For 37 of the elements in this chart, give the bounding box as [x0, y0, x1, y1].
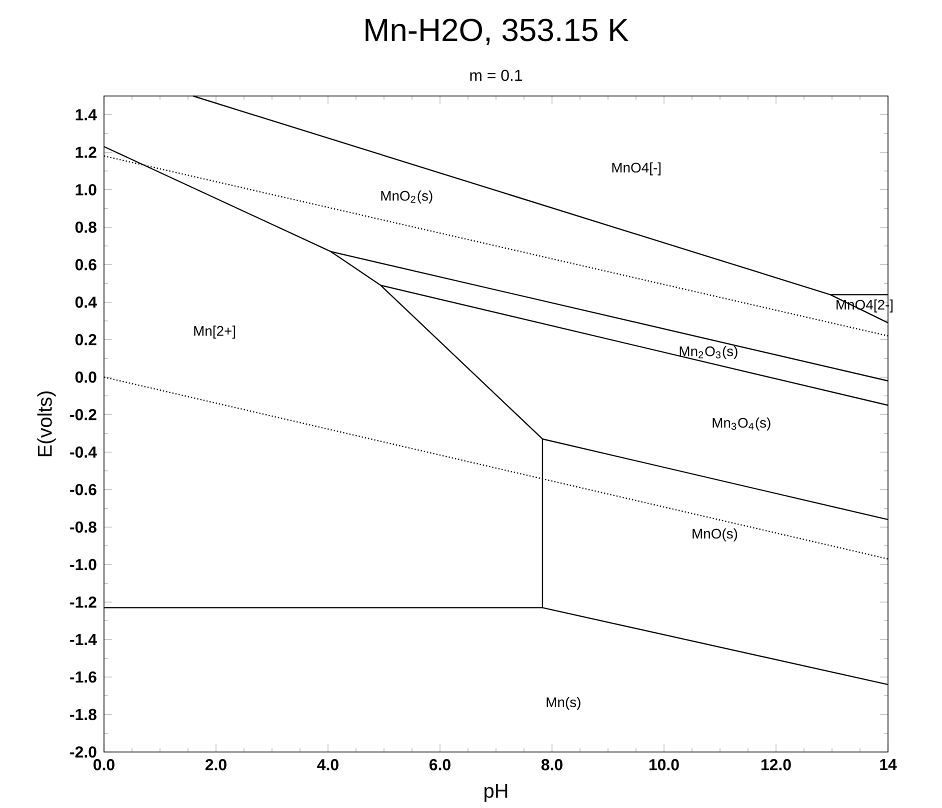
y-tick-label: -1.0 — [70, 558, 96, 570]
x-tick-label: 4.0 — [317, 759, 338, 770]
y-tick-label: 1.0 — [76, 184, 96, 196]
y-tick-label: -0.4 — [70, 446, 97, 458]
chart-title: Mn-H2O, 353.15 K — [366, 18, 628, 46]
y-axis-title: E(volts) — [37, 391, 56, 456]
x-tick-label: 6.0 — [430, 759, 450, 770]
y-tick-label: -1.2 — [70, 596, 96, 608]
x-tick-label: 2.0 — [205, 759, 226, 770]
y-tick-label: -0.2 — [70, 408, 96, 420]
y-tick-label: 0.6 — [75, 259, 96, 270]
y-tick-label: 0.8 — [75, 222, 96, 233]
x-tick-label: 0.0 — [94, 759, 114, 770]
x-axis-title: pH — [484, 784, 508, 802]
y-tick-label: 1.4 — [76, 109, 97, 120]
y-tick-label: -1.6 — [70, 671, 96, 683]
x-tick-label: 14 — [880, 759, 897, 770]
annotation: MnO4[-] — [612, 162, 661, 176]
annotation: Mn(s) — [546, 696, 580, 710]
annotation: Mn$_{2}$O$_{3}$(s) — [680, 346, 738, 359]
x-tick-label: 8.0 — [541, 759, 562, 770]
y-tick-label: 0.0 — [75, 372, 96, 383]
annotation: MnO$_{2}$(s) — [381, 190, 432, 204]
x-tick-label: 12.0 — [761, 759, 791, 770]
y-tick-label: -1.8 — [70, 708, 96, 720]
annotation: Mn$_{3}$O$_{4}$(s) — [712, 418, 770, 430]
y-tick-label: 0.4 — [75, 296, 97, 308]
annotation: MnO(s) — [692, 528, 738, 542]
y-tick-label: 1.2 — [76, 146, 96, 158]
y-tick-label: -0.8 — [70, 521, 96, 533]
y-tick-label: 0.2 — [75, 334, 96, 346]
x-tick-label: 10.0 — [649, 759, 679, 770]
y-tick-label: -0.6 — [70, 484, 96, 496]
annotation: Mn[2+] — [194, 326, 236, 339]
y-tick-label: -1.4 — [70, 634, 97, 646]
chart-subtitle: m = 0.1 — [470, 70, 522, 81]
y-tick-label: -2.0 — [70, 746, 96, 758]
